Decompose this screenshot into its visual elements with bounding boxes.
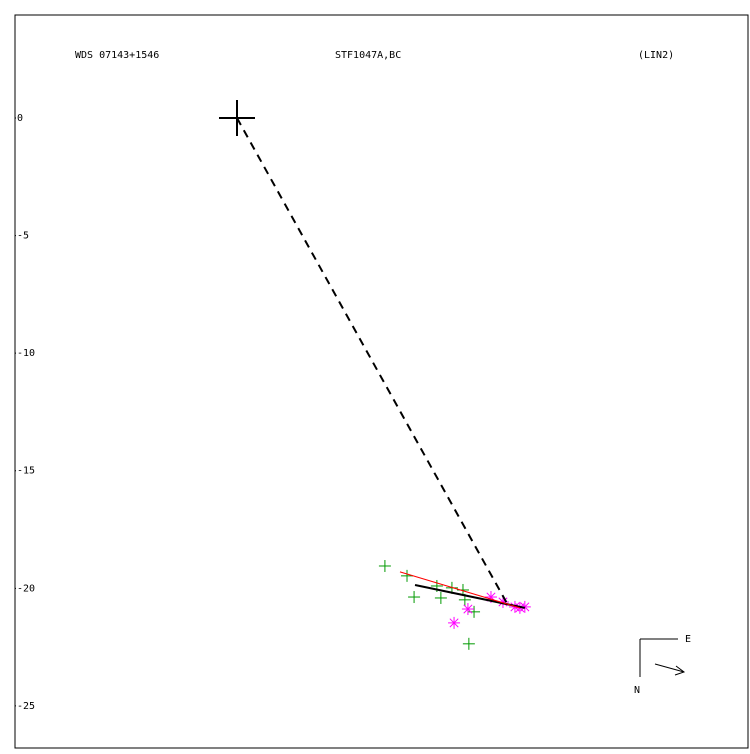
motion-arrow-head — [674, 665, 686, 676]
marker-stroke — [510, 602, 520, 612]
asterisk-marker — [461, 603, 474, 616]
plus-marker — [468, 605, 481, 618]
plus-marker — [408, 591, 421, 604]
marker-stroke — [463, 604, 473, 614]
fit-line — [399, 571, 521, 609]
plus-marker — [401, 569, 414, 582]
chart-subtitle: STF1047A,BC — [335, 50, 401, 61]
motion-arrow — [654, 663, 685, 673]
y-tick-label: -10 — [17, 348, 35, 359]
plus-marker — [434, 591, 447, 604]
y-tick-label: 0 — [17, 113, 23, 124]
compass-east: E — [685, 634, 691, 645]
asterisk-marker — [448, 616, 461, 629]
annotation: (LIN2) — [638, 50, 674, 61]
plot-frame — [14, 14, 749, 749]
y-tick-label: -20 — [17, 583, 35, 594]
plus-marker — [378, 559, 391, 572]
marker-stroke — [449, 618, 459, 628]
y-tick-label: -25 — [17, 701, 35, 712]
dashed-line — [236, 117, 509, 606]
compass-north: N — [634, 685, 640, 696]
plus-marker — [462, 637, 475, 650]
chart-title: WDS 07143+1546 — [75, 50, 159, 61]
compass: E N — [634, 634, 691, 696]
y-tick-label: -5 — [17, 231, 29, 242]
y-tick-label: -15 — [17, 466, 35, 477]
